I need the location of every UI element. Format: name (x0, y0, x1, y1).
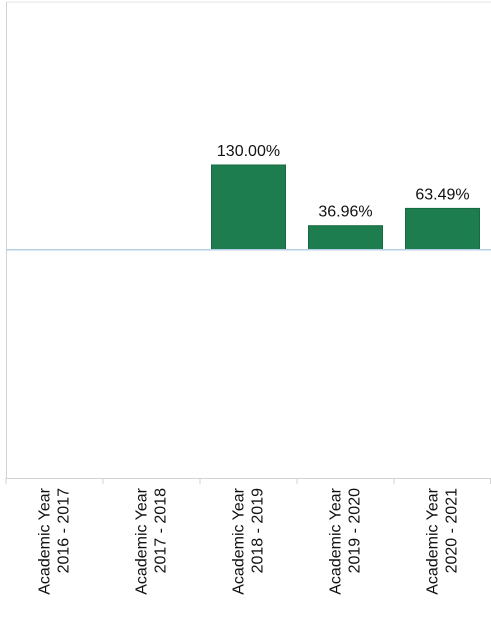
x-tick-label-5: Academic Year 2020 - 2021 (425, 487, 461, 594)
x-tick-label-1: Academic Year 2016 - 2017 (37, 487, 73, 594)
bar-3 (211, 164, 286, 251)
bar-5 (405, 207, 480, 251)
x-tick-label-4-line-2: 2019 - 2020 (347, 488, 364, 574)
x-tick-label-1-line-2: 2016 - 2017 (56, 488, 73, 574)
x-tick-label-4: Academic Year 2019 - 2020 (328, 487, 364, 594)
x-tick-label-5-line-1: Academic Year (425, 487, 442, 594)
x-tick-label-3-line-1: Academic Year (231, 487, 248, 594)
x-tick-label-1-line-1: Academic Year (37, 487, 54, 594)
bar-value-label-5: 63.49% (415, 186, 469, 203)
bar-value-label-4: 36.96% (318, 204, 372, 221)
bar-value-label-3: 130.00% (217, 143, 280, 160)
x-tick-label-2-line-2: 2017 - 2018 (153, 488, 170, 574)
x-tick-label-5-line-2: 2020 - 2021 (444, 488, 461, 574)
x-tick-label-3: Academic Year 2018 - 2019 (231, 487, 267, 594)
x-tick-label-2: Academic Year 2017 - 2018 (134, 487, 170, 594)
x-tick-label-4-line-1: Academic Year (328, 487, 345, 594)
x-tick-label-3-line-2: 2018 - 2019 (250, 488, 267, 574)
x-tick-label-2-line-1: Academic Year (134, 487, 151, 594)
bars-group (211, 164, 480, 251)
x-tick-labels-group: Academic Year 2016 - 2017 Academic Year 201… (37, 487, 461, 594)
value-labels-group: 130.00% 36.96% 63.49% (217, 143, 470, 221)
bar-4 (308, 225, 383, 251)
